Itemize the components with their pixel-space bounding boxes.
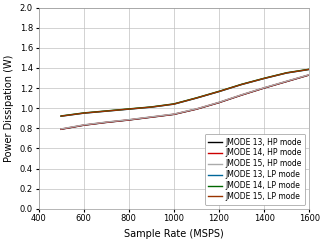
JMODE 15, HP mode xyxy=(59,127,63,130)
JMODE 13, LP mode xyxy=(285,71,289,74)
JMODE 15, LP mode xyxy=(82,112,86,115)
JMODE 14, HP mode xyxy=(285,80,289,83)
JMODE 13, HP mode xyxy=(307,74,311,77)
JMODE 14, HP mode xyxy=(194,108,198,111)
JMODE 15, HP mode xyxy=(149,115,153,118)
JMODE 15, LP mode xyxy=(172,103,176,105)
JMODE 13, LP mode xyxy=(240,83,244,86)
JMODE 15, LP mode xyxy=(59,115,63,118)
JMODE 15, HP mode xyxy=(285,80,289,83)
JMODE 13, HP mode xyxy=(82,124,86,127)
JMODE 13, HP mode xyxy=(59,128,63,131)
JMODE 13, HP mode xyxy=(194,108,198,111)
JMODE 15, LP mode xyxy=(217,90,221,93)
JMODE 13, LP mode xyxy=(262,77,266,80)
Line: JMODE 15, HP mode: JMODE 15, HP mode xyxy=(61,75,309,129)
JMODE 14, HP mode xyxy=(82,124,86,127)
JMODE 14, LP mode xyxy=(307,68,311,71)
JMODE 13, LP mode xyxy=(59,115,63,118)
JMODE 14, LP mode xyxy=(262,77,266,80)
JMODE 14, LP mode xyxy=(217,90,221,93)
JMODE 15, HP mode xyxy=(82,123,86,126)
JMODE 14, HP mode xyxy=(149,116,153,119)
JMODE 13, HP mode xyxy=(127,119,131,122)
JMODE 15, HP mode xyxy=(104,121,108,123)
Line: JMODE 14, HP mode: JMODE 14, HP mode xyxy=(61,75,309,129)
JMODE 15, LP mode xyxy=(194,96,198,99)
JMODE 14, HP mode xyxy=(172,113,176,116)
X-axis label: Sample Rate (MSPS): Sample Rate (MSPS) xyxy=(124,229,224,239)
Y-axis label: Power Dissipation (W): Power Dissipation (W) xyxy=(4,54,14,162)
JMODE 15, HP mode xyxy=(240,93,244,96)
JMODE 15, HP mode xyxy=(262,86,266,89)
JMODE 13, HP mode xyxy=(240,94,244,96)
JMODE 13, HP mode xyxy=(217,101,221,104)
JMODE 15, HP mode xyxy=(194,107,198,110)
JMODE 13, LP mode xyxy=(194,97,198,100)
JMODE 14, HP mode xyxy=(240,94,244,96)
JMODE 14, HP mode xyxy=(307,73,311,76)
JMODE 13, HP mode xyxy=(104,121,108,124)
JMODE 14, LP mode xyxy=(104,109,108,112)
JMODE 15, LP mode xyxy=(307,68,311,71)
JMODE 14, LP mode xyxy=(172,102,176,105)
JMODE 13, LP mode xyxy=(172,103,176,106)
JMODE 14, HP mode xyxy=(59,128,63,130)
JMODE 13, LP mode xyxy=(217,90,221,93)
JMODE 13, LP mode xyxy=(307,68,311,71)
Line: JMODE 13, HP mode: JMODE 13, HP mode xyxy=(61,75,309,129)
JMODE 14, LP mode xyxy=(82,112,86,114)
JMODE 15, LP mode xyxy=(127,108,131,111)
JMODE 13, LP mode xyxy=(104,110,108,113)
JMODE 13, LP mode xyxy=(82,112,86,115)
JMODE 13, LP mode xyxy=(149,106,153,109)
JMODE 13, HP mode xyxy=(149,116,153,119)
JMODE 14, LP mode xyxy=(194,96,198,99)
JMODE 14, HP mode xyxy=(262,87,266,89)
JMODE 14, LP mode xyxy=(240,83,244,86)
JMODE 15, LP mode xyxy=(240,83,244,86)
Line: JMODE 15, LP mode: JMODE 15, LP mode xyxy=(61,69,309,116)
JMODE 15, HP mode xyxy=(172,113,176,115)
JMODE 14, HP mode xyxy=(217,101,221,104)
JMODE 14, LP mode xyxy=(127,107,131,110)
JMODE 13, HP mode xyxy=(262,87,266,90)
JMODE 15, HP mode xyxy=(217,101,221,104)
JMODE 15, LP mode xyxy=(285,71,289,74)
Legend: JMODE 13, HP mode, JMODE 14, HP mode, JMODE 15, HP mode, JMODE 13, LP mode, JMOD: JMODE 13, HP mode, JMODE 14, HP mode, JM… xyxy=(205,134,306,205)
JMODE 15, HP mode xyxy=(127,118,131,121)
Line: JMODE 13, LP mode: JMODE 13, LP mode xyxy=(61,69,309,116)
JMODE 15, HP mode xyxy=(307,73,311,76)
JMODE 14, HP mode xyxy=(127,118,131,121)
JMODE 15, LP mode xyxy=(262,77,266,80)
JMODE 14, LP mode xyxy=(149,105,153,108)
JMODE 13, HP mode xyxy=(172,113,176,116)
JMODE 15, LP mode xyxy=(149,106,153,109)
Line: JMODE 14, LP mode: JMODE 14, LP mode xyxy=(61,69,309,116)
JMODE 14, LP mode xyxy=(285,71,289,74)
JMODE 15, LP mode xyxy=(104,110,108,113)
JMODE 13, HP mode xyxy=(285,80,289,83)
JMODE 14, LP mode xyxy=(59,114,63,117)
JMODE 14, HP mode xyxy=(104,121,108,124)
JMODE 13, LP mode xyxy=(127,108,131,111)
